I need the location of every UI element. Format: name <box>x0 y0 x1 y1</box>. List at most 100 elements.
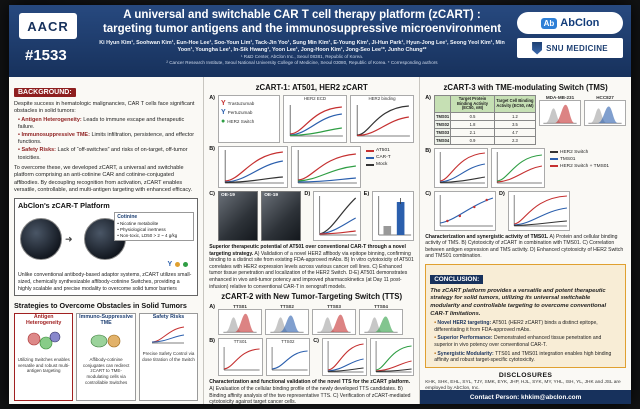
legend-swatch <box>550 151 558 154</box>
right-column: zCART-3 with TME-modulating Switch (TMS)… <box>420 77 631 404</box>
flow-histogram: MDA-MB-231 <box>539 95 581 127</box>
caption-body: A) Evaluation of the cellular binding pr… <box>209 385 411 406</box>
table-cell: 4.7 <box>493 127 537 137</box>
table-cell: 0.5 <box>450 111 495 121</box>
zcart1-caption: Superior therapeutic potential of AT501 … <box>209 244 414 290</box>
aacr-logo: AACR <box>19 13 77 39</box>
conclusion-bullet-text: TTS01 and TMS01 integration enables high… <box>434 350 612 364</box>
chart-title: TTS01 <box>233 339 247 345</box>
antibody-icon: Y <box>221 109 226 116</box>
conclusion-bullet: Superior Performance: Demonstrated enhan… <box>430 335 621 348</box>
histogram-plot <box>359 309 403 336</box>
cytotoxicity-chart <box>291 146 361 188</box>
caption-lead: Superior therapeutic potential of AT501 … <box>209 244 406 257</box>
histogram-label: TTS04 <box>374 304 388 310</box>
background-intro: Despite success in hematologic malignanc… <box>14 101 195 115</box>
table-cell: 2.3 <box>493 135 537 145</box>
conclusion-bullet-title: Novel HER2 targeting: <box>437 320 492 327</box>
conclusion-box: CONCLUSION: The zCART platform provides … <box>425 263 626 368</box>
chart-title: TTS02 <box>281 339 295 345</box>
table-cell: TMS02 <box>433 119 452 129</box>
conclusion-main: The zCART platform provides a versatile … <box>430 287 607 317</box>
bullet-text: Limits infiltration, persistence, and ef… <box>18 132 195 146</box>
background-bullet: Antigen Heterogeneity: Leads to immune e… <box>14 117 198 131</box>
cotinine-title: Cotinine <box>117 214 138 221</box>
table-cell: TMS01 <box>433 111 452 121</box>
snu-shield-icon <box>532 41 543 55</box>
panel-label-c: C) <box>209 191 215 197</box>
strategy-box-safety-risks: Safety Risks Precise Safety Control via … <box>138 313 199 402</box>
snu-logo-text: SNU MEDICINE <box>546 43 608 53</box>
line-chart <box>319 196 357 236</box>
panel-label-c: C) <box>425 190 431 197</box>
legend-entry: Mock <box>366 161 391 168</box>
binding-affinity-chart: TTS01 <box>218 338 263 377</box>
poster-title-line1: A universal and switchable CAR T cell th… <box>123 9 481 21</box>
panel-label-b: B) <box>425 147 431 154</box>
line-chart <box>223 347 260 371</box>
histogram-label: TTS03 <box>327 304 341 310</box>
abclon-logo: Ab AbClon <box>517 12 623 34</box>
legend-entry: AT501 <box>366 147 391 154</box>
table-cell: 1.8 <box>450 119 495 129</box>
bar-chart <box>378 196 412 236</box>
cotinine-point: Physiological inertness <box>117 227 191 233</box>
tissue-image-label: OE-19 <box>264 193 279 198</box>
abclon-mark-icon: Ab <box>540 17 558 29</box>
cotinine-point: Nicotine metabolite <box>117 221 191 227</box>
caption-body: A) Protein and cellular binding activity… <box>425 233 624 260</box>
zcart1-figure: A) Y Trastuzumab Y Pertuzumab ● HER2 Swi <box>209 95 415 241</box>
line-chart <box>439 194 494 226</box>
strategy-box-title: Antigen Heterogeneity <box>26 314 62 327</box>
strategy-box-text: Utilizing Switches enables versatile and… <box>17 357 70 374</box>
strategy-box-antigen-heterogeneity: Antigen Heterogeneity Utilizing Switches… <box>14 313 74 402</box>
combination-cytotox-chart <box>491 147 545 188</box>
line-chart <box>224 150 284 184</box>
antibody-label: Trastuzumab <box>227 101 255 106</box>
antibody-entry: Y Pertuzumab <box>221 109 277 116</box>
zcart2-row-a: A) TTS01 TTS02 <box>209 304 414 336</box>
platform-box: AbClon's zCAR-T Platform ➜ Cotinine Nico… <box>14 198 199 297</box>
platform-title: AbClon's zCAR-T Platform <box>18 201 110 211</box>
line-chart <box>356 104 410 137</box>
histogram-label: HCC827 <box>596 95 614 100</box>
line-chart <box>297 150 357 184</box>
zcart1-row-a: A) Y Trastuzumab Y Pertuzumab ● HER2 Swi <box>209 95 414 143</box>
legend-label: CAR-T <box>376 155 391 161</box>
strategy-box-text: Affibody-cotinine conjugates can redirec… <box>82 357 130 385</box>
cell-microscopy-image <box>20 218 62 261</box>
histogram-label: MDA-MB-231 <box>545 95 575 100</box>
table-row: TMS04 0.9 2.3 <box>433 135 537 145</box>
histogram-plot <box>265 309 309 336</box>
zcart3-row-cd: C) D) <box>425 190 626 231</box>
snu-logo: SNU MEDICINE <box>517 38 623 58</box>
panel-label-a: A) <box>209 95 215 101</box>
line-chart <box>271 347 308 371</box>
table-row: TMS01 0.5 1.2 <box>433 111 537 121</box>
table-header <box>433 95 452 113</box>
cotinine-point: Non-toxic, LD50 > 2 ~ 4 g/kg <box>117 233 191 239</box>
background-bullet: Immunosuppressive TME: Limits infiltrati… <box>14 132 198 146</box>
affibody-icon <box>183 262 189 268</box>
conclusion-bullet-text: AT501 (HER2 zCART) binds a distinct epit… <box>434 320 598 333</box>
table-header: Target Cell Binding Activity (EC50, nM) <box>493 95 537 113</box>
disclosures-text: KHK, SHK, EHL, SYL, TJY, SMK, EYK, JHP, … <box>425 379 621 391</box>
poster-body: BACKGROUND: Despite success in hematolog… <box>9 77 631 406</box>
legend-entry: HER2 Switch <box>550 149 609 156</box>
histogram-label: TTS01 <box>233 304 247 310</box>
zcart2-title: zCART-2 with New Tumor-Targeting Switch … <box>221 292 403 302</box>
zcart2-row-bc: B) TTS01 TTS02 <box>209 338 415 377</box>
panel-label-b: B) <box>209 146 215 152</box>
tumor-cells-illustration <box>27 331 60 350</box>
table-cell: 1.2 <box>493 111 537 121</box>
panel-label-a: A) <box>209 304 215 311</box>
histogram-plot <box>539 100 581 127</box>
tme-cells-illustration <box>90 334 121 348</box>
affibody-icon: ● <box>221 118 226 125</box>
panel-label-e: E) <box>363 191 370 197</box>
background-summary: To overcome these, we developed zCART, a… <box>14 164 193 193</box>
tumor-growth-chart <box>313 191 361 241</box>
antibody-icon: Y <box>221 100 226 107</box>
legend-entry: TMS01 <box>550 156 609 163</box>
platform-caption: Unlike conventional antibody-based adapt… <box>18 272 192 293</box>
